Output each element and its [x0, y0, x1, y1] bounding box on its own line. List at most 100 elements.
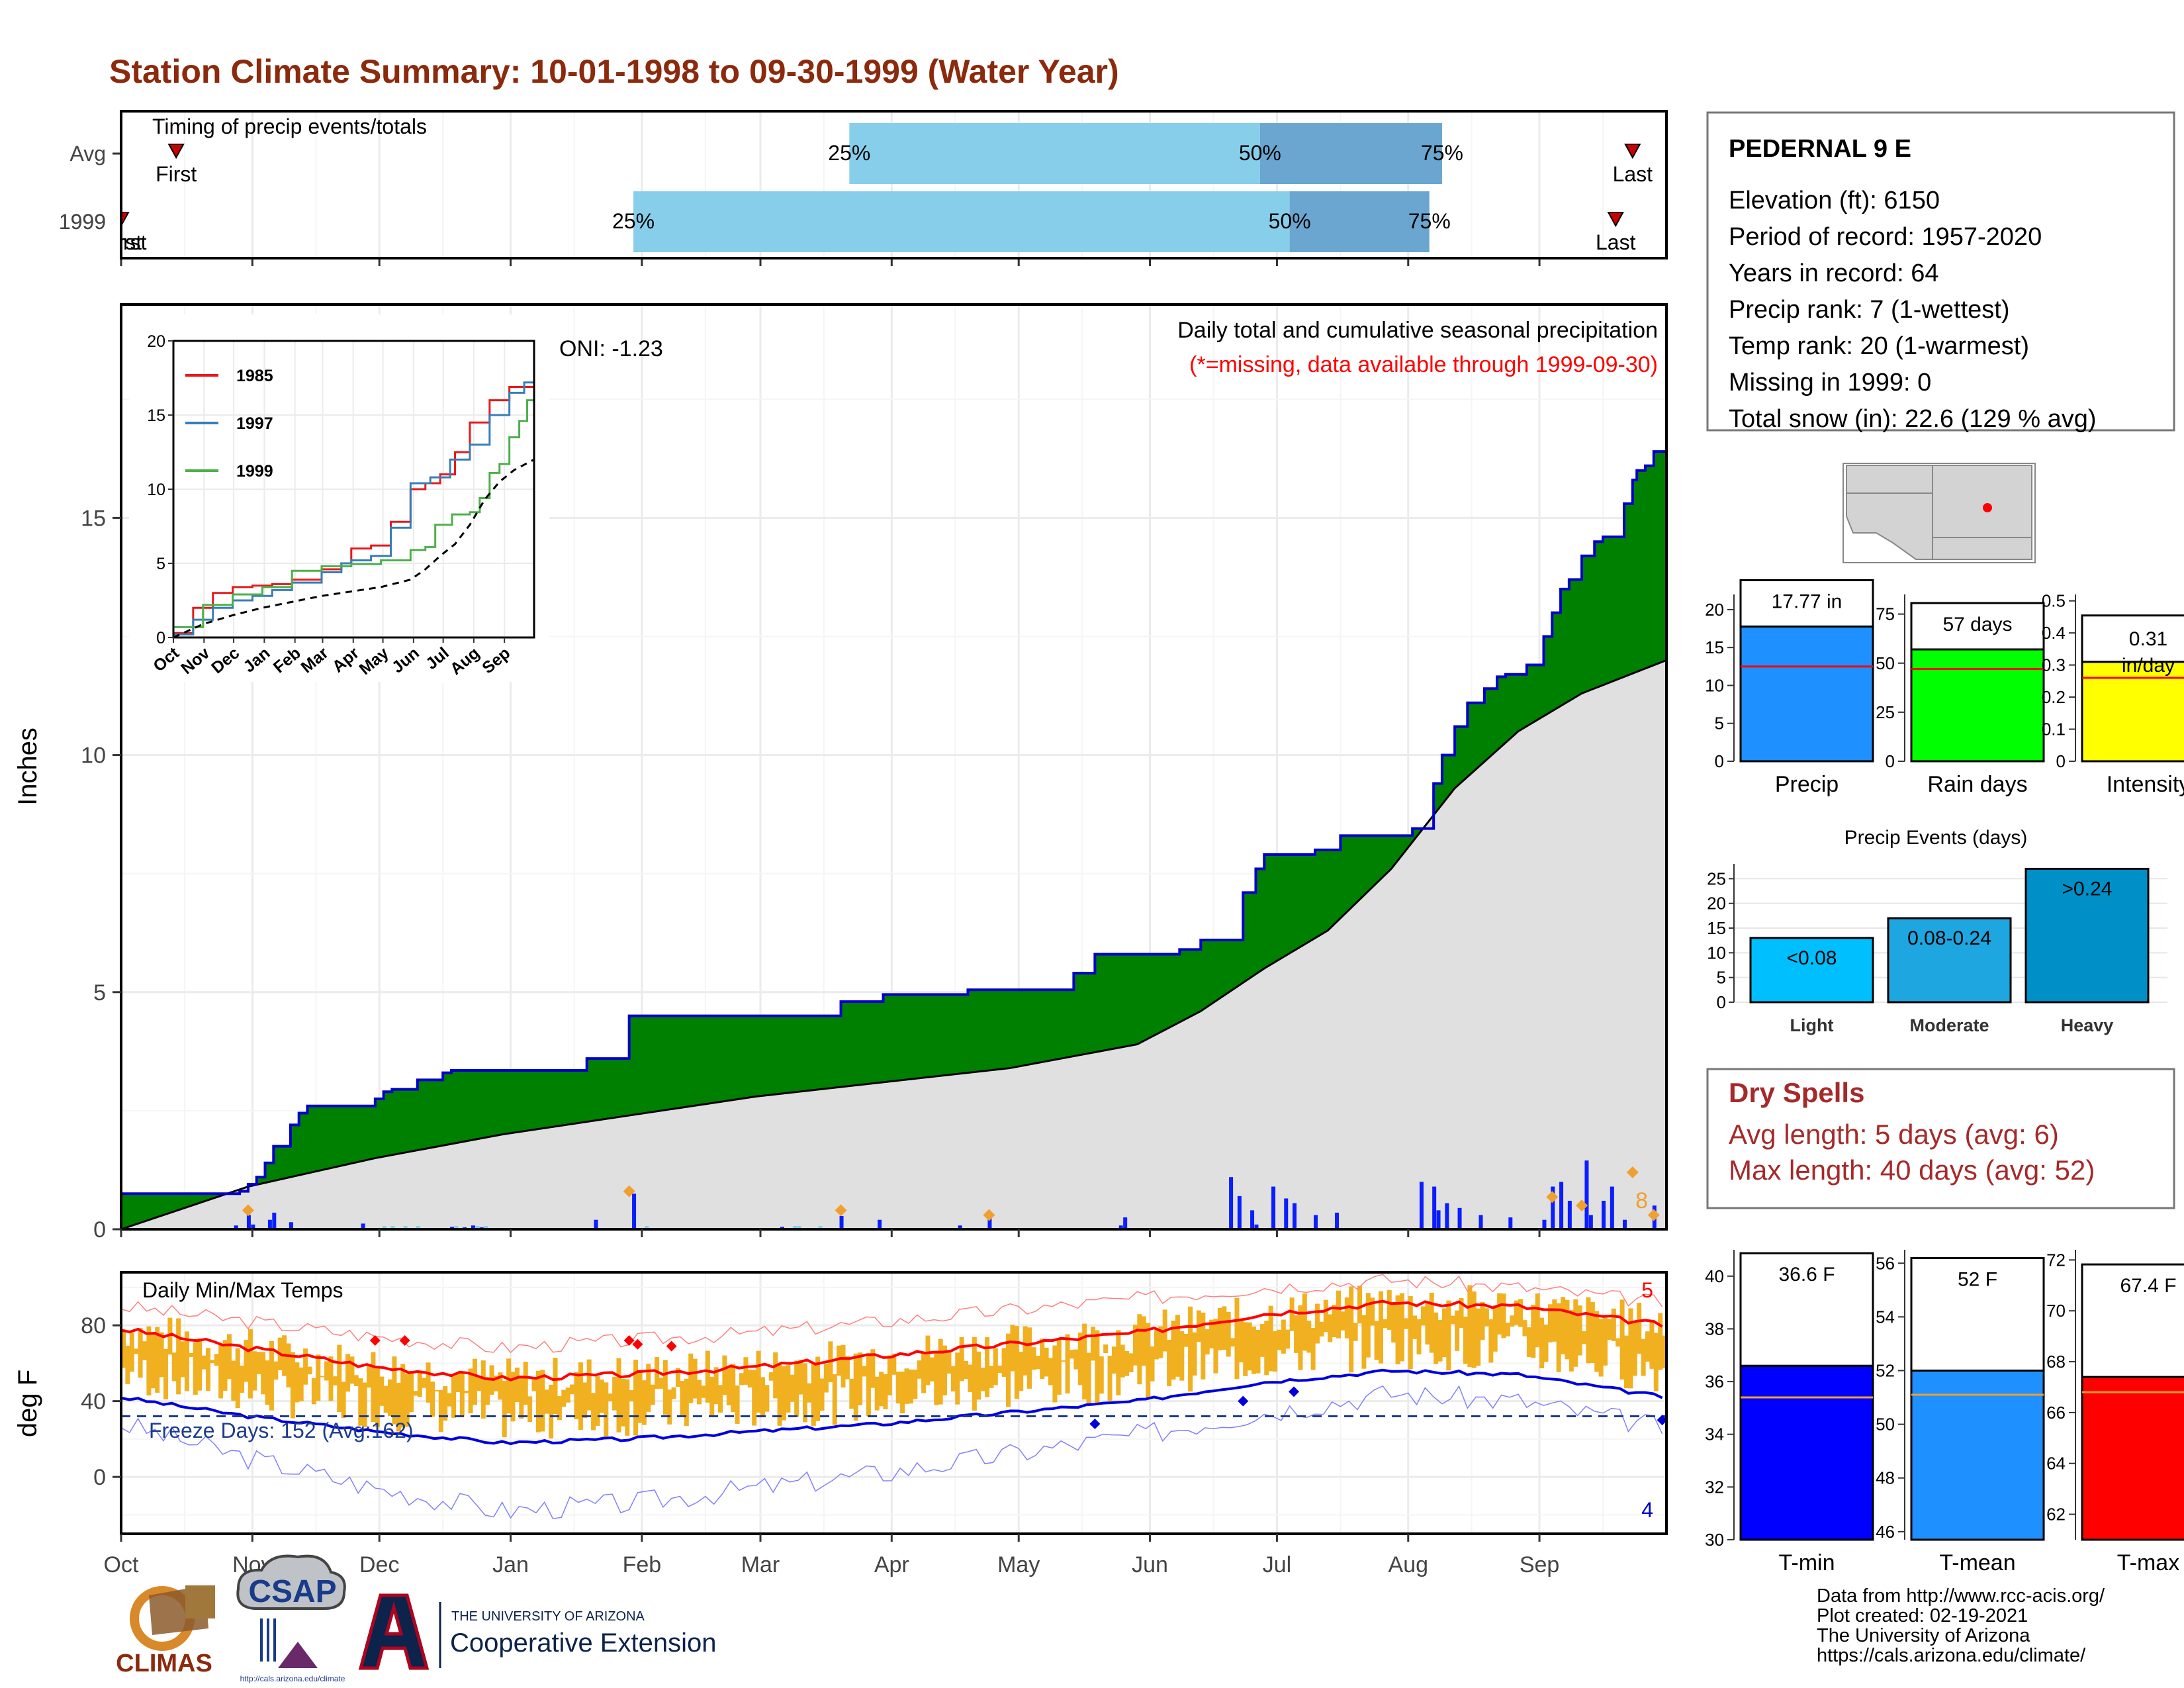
daily-temp-range-bar	[1099, 1356, 1104, 1394]
month-label: Dec	[359, 1552, 399, 1577]
summary-ytick-label: 62	[2046, 1505, 2066, 1524]
daily-precip-bar	[361, 1223, 365, 1229]
daily-temp-range-bar	[1586, 1297, 1591, 1364]
summary-value-label: in/day	[2122, 655, 2175, 677]
daily-temp-range-bar	[1637, 1303, 1642, 1354]
daily-temp-range-bar	[925, 1335, 931, 1385]
ua-cooperative-extension: Cooperative Extension	[450, 1628, 716, 1658]
daily-precip-bar	[289, 1222, 293, 1229]
month-label: Jun	[1132, 1552, 1168, 1577]
summary-ytick-label: 48	[1876, 1468, 1895, 1488]
daily-temp-range-bar	[392, 1356, 397, 1425]
daily-temp-range-bar	[171, 1352, 177, 1382]
avg-min-line	[120, 1368, 1663, 1446]
daily-temp-range-bar	[1310, 1327, 1316, 1370]
daily-temp-range-bar	[870, 1349, 876, 1388]
daily-temp-range-bar	[599, 1380, 604, 1413]
daily-temp-range-bar	[705, 1350, 710, 1403]
daily-temp-range-bar	[726, 1368, 731, 1406]
daily-temp-range-bar	[1264, 1321, 1269, 1376]
summary-bar	[2081, 1376, 2184, 1541]
summary-ytick-label: 68	[2046, 1352, 2066, 1372]
daily-temp-range-bar	[752, 1370, 757, 1426]
daily-temp-range-bar	[1209, 1319, 1214, 1348]
daily-temp-range-bar	[938, 1338, 943, 1405]
daily-temp-range-bar	[222, 1340, 228, 1391]
inset-series-line	[173, 378, 535, 634]
daily-temp-range-bar	[1201, 1312, 1206, 1380]
daily-temp-range-bar	[713, 1367, 719, 1405]
daily-temp-range-bar	[341, 1382, 346, 1418]
daily-temp-range-bar	[1154, 1330, 1159, 1360]
daily-precip-bar	[594, 1219, 598, 1229]
daily-temp-range-bar	[1205, 1329, 1210, 1355]
daily-precip-bar	[1293, 1203, 1297, 1229]
summary-ytick-label: 38	[1705, 1319, 1724, 1338]
daily-temp-range-bar	[413, 1391, 418, 1396]
daily-temp-range-bar	[1183, 1333, 1189, 1347]
daily-temp-range-bar	[1158, 1326, 1163, 1358]
daily-temp-range-bar	[197, 1338, 203, 1391]
daily-temp-range-bar	[1048, 1358, 1053, 1385]
daily-temp-range-bar	[531, 1379, 537, 1391]
daily-precip-bar	[1623, 1219, 1627, 1229]
daily-temp-range-bar	[591, 1393, 596, 1430]
summary-value-box	[1739, 579, 1874, 628]
daily-temp-range-bar	[1150, 1346, 1155, 1382]
daily-temp-range-bar	[1217, 1307, 1222, 1350]
daily-temp-range-bar	[1255, 1330, 1261, 1374]
daily-temp-range-bar	[320, 1376, 325, 1378]
daily-temp-range-bar	[1226, 1311, 1231, 1357]
daily-temp-range-bar	[980, 1368, 985, 1391]
events-ytick-label: 0	[1717, 992, 1726, 1012]
daily-temp-range-bar	[633, 1360, 639, 1436]
cumulative-average-line	[120, 659, 1667, 1231]
daily-temp-range-bar	[244, 1340, 249, 1382]
daily-precip-bar	[1271, 1186, 1276, 1229]
daily-temp-range-bar	[815, 1356, 821, 1421]
daily-temp-range-bar	[1573, 1299, 1578, 1367]
daily-temp-range-bar	[1459, 1297, 1464, 1328]
daily-temp-range-bar	[1251, 1327, 1257, 1374]
daily-temp-range-bar	[218, 1344, 224, 1399]
daily-temp-range-bar	[426, 1362, 431, 1403]
summary-ytick-label: 66	[2046, 1403, 2066, 1423]
summary-ytick-label: 50	[1876, 653, 1895, 673]
daily-temp-range-bar	[1107, 1356, 1113, 1401]
daily-temp-range-bar	[1285, 1329, 1291, 1349]
daily-temp-range-bar	[430, 1382, 435, 1417]
daily-temp-range-bar	[286, 1343, 291, 1387]
cumulative-average-area	[121, 660, 1666, 1229]
location-map	[1843, 463, 2036, 563]
daily-temp-range-bar	[189, 1352, 194, 1357]
daily-temp-range-bar	[535, 1370, 541, 1432]
events-bar-label: 0.08-0.24	[1907, 927, 1991, 949]
daily-precip-bar	[234, 1225, 238, 1229]
daily-temp-range-bar	[1353, 1323, 1358, 1341]
daily-temp-range-bar	[1061, 1360, 1066, 1362]
precip-ylabel: Inches	[13, 727, 42, 806]
daily-temp-range-bar	[1111, 1346, 1116, 1374]
inset-ytick-label: 10	[147, 481, 165, 499]
month-label: Jan	[492, 1552, 529, 1577]
daily-temp-range-bar	[1649, 1321, 1655, 1369]
daily-temp-range-bar	[731, 1364, 736, 1413]
csap-wordmark: CSAP	[248, 1574, 336, 1609]
month-label: May	[997, 1552, 1040, 1577]
daily-temp-range-bar	[811, 1364, 816, 1427]
daily-temp-range-bar	[684, 1378, 689, 1427]
month-label: Aug	[1388, 1552, 1429, 1577]
station-name: PEDERNAL 9 E	[1729, 135, 1911, 163]
daily-temp-range-bar	[1171, 1321, 1176, 1380]
daily-temp-range-bar	[1535, 1293, 1540, 1348]
record-low-marker	[1238, 1395, 1249, 1407]
daily-temp-range-bar	[1247, 1322, 1252, 1371]
daily-temp-range-bar	[125, 1346, 130, 1384]
first-event-label-partial: rst	[123, 230, 147, 254]
daily-temp-range-bar	[1086, 1352, 1091, 1403]
station-info-line: Elevation (ft): 6150	[1729, 187, 1940, 214]
summary-ytick-label: 0	[2056, 751, 2066, 771]
record-high-marker	[623, 1335, 635, 1346]
daily-precip-bar	[1457, 1207, 1462, 1229]
